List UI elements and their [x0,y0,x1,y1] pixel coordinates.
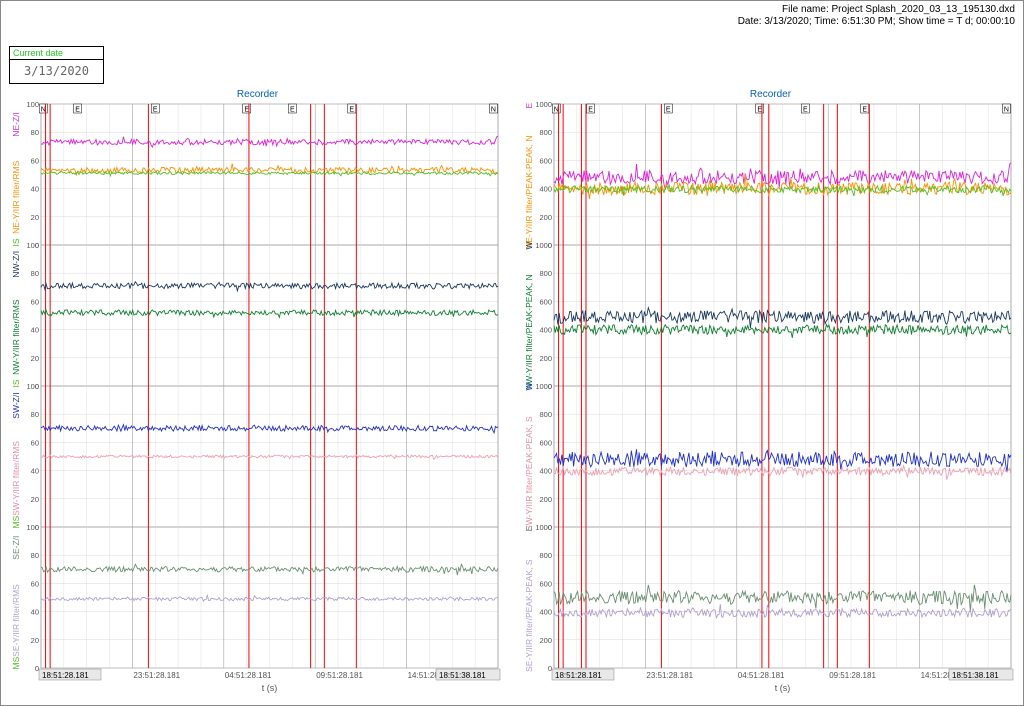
svg-text:N: N [1004,107,1009,114]
svg-text:E: E [290,107,295,114]
current-date-box: Current date 3/13/2020 [9,46,104,84]
svg-text:100: 100 [26,382,39,391]
current-date-value: 3/13/2020 [10,60,103,82]
svg-text:NW-Y/IIR filter/PEAK-PEAK, N: NW-Y/IIR filter/PEAK-PEAK, N [524,274,534,390]
svg-text:80: 80 [31,269,39,278]
svg-text:0: 0 [35,664,39,673]
svg-text:NW-Y/IIR filter/RMS: NW-Y/IIR filter/RMS [11,299,21,375]
svg-text:NE-Z/I: NE-Z/I [11,112,21,137]
svg-text:200: 200 [539,495,552,504]
svg-text:MS: MS [11,656,21,669]
svg-text:100: 100 [26,523,39,532]
svg-text:40: 40 [31,467,39,476]
svg-text:600: 600 [539,579,552,588]
svg-text:W: W [524,241,534,249]
svg-text:t (s): t (s) [262,683,278,693]
svg-text:200: 200 [539,213,552,222]
svg-text:18:51:38.181: 18:51:38.181 [952,671,999,680]
svg-text:20: 20 [31,354,39,363]
svg-text:E: E [349,107,354,114]
svg-text:E: E [75,107,80,114]
file-header: File name: Project Splash_2020_03_13_195… [738,4,1015,28]
svg-text:IS: IS [11,238,21,246]
svg-text:04:51:28.181: 04:51:28.181 [738,671,785,680]
svg-text:IS: IS [11,379,21,387]
chart-title-right: Recorder [524,89,1017,100]
svg-text:18:51:38.181: 18:51:38.181 [439,671,486,680]
svg-text:1000: 1000 [535,241,552,250]
chart-title-left: Recorder [11,89,504,100]
svg-text:600: 600 [539,156,552,165]
svg-text:23:51:28.181: 23:51:28.181 [646,671,693,680]
svg-text:800: 800 [539,128,552,137]
svg-text:E: E [588,107,593,114]
svg-text:20: 20 [31,213,39,222]
svg-text:E: E [666,107,671,114]
svg-text:1000: 1000 [535,102,552,109]
svg-text:SE-Z/I: SE-Z/I [11,536,21,560]
current-date-label: Current date [10,47,103,60]
svg-text:200: 200 [539,354,552,363]
file-name-line: File name: Project Splash_2020_03_13_195… [738,4,1015,16]
svg-text:NW-Z/I: NW-Z/I [11,251,21,278]
svg-text:100: 100 [26,241,39,250]
svg-text:60: 60 [31,297,39,306]
svg-text:18:51:28.181: 18:51:28.181 [555,671,602,680]
svg-text:E: E [862,107,867,114]
svg-text:W: W [524,382,534,390]
svg-text:800: 800 [539,269,552,278]
svg-text:200: 200 [539,636,552,645]
svg-text:80: 80 [31,551,39,560]
svg-text:60: 60 [31,156,39,165]
svg-text:60: 60 [31,579,39,588]
left-chart-svg[interactable]: IS NE-Y/IIR filter/RMS NE-Z/I IS NW-Y/IIR fi… [11,102,504,694]
svg-text:t (s): t (s) [775,683,791,693]
svg-text:40: 40 [31,185,39,194]
svg-text:80: 80 [31,410,39,419]
svg-text:60: 60 [31,438,39,447]
svg-text:600: 600 [539,297,552,306]
svg-text:23:51:28.181: 23:51:28.181 [133,671,180,680]
svg-text:100: 100 [26,102,39,109]
svg-text:18:51:28.181: 18:51:28.181 [42,671,89,680]
svg-text:SE-Y/IIR filter/PEAK-PEAK, S: SE-Y/IIR filter/PEAK-PEAK, S [524,559,534,672]
svg-text:MS: MS [11,515,21,528]
svg-text:N: N [554,107,559,114]
svg-text:1000: 1000 [535,523,552,532]
svg-text:1000: 1000 [535,382,552,391]
svg-text:40: 40 [31,326,39,335]
svg-text:NE-Y/IIR filter/PEAK-PEAK, N: NE-Y/IIR filter/PEAK-PEAK, N [524,136,534,249]
svg-text:04:51:28.181: 04:51:28.181 [225,671,272,680]
svg-text:20: 20 [31,636,39,645]
svg-text:E: E [524,526,534,532]
charts-container: Recorder ISNE-Y/IIR filter/RMSNE-Z/IISNW… [11,89,1017,695]
svg-text:0: 0 [548,664,552,673]
svg-text:80: 80 [31,128,39,137]
svg-text:800: 800 [539,551,552,560]
svg-text:N: N [41,107,46,114]
svg-text:20: 20 [31,495,39,504]
right-chart-svg[interactable]: NE-Y/IIR filter/PEAK-PEAK, N E NW-Y/IIR fi… [524,102,1017,694]
svg-text:400: 400 [539,185,552,194]
svg-text:E: E [803,107,808,114]
svg-text:40: 40 [31,608,39,617]
svg-text:SW-Y/IIR filter/RMS: SW-Y/IIR filter/RMS [11,441,21,516]
svg-text:400: 400 [539,608,552,617]
svg-text:400: 400 [539,467,552,476]
svg-text:E: E [524,103,534,109]
svg-text:E: E [153,107,158,114]
right-chart[interactable]: Recorder NE-Y/IIR filter/PEAK-PEAK, NENW… [524,89,1017,695]
svg-text:SW-Y/IIR filter/PEAK-PEAK, S: SW-Y/IIR filter/PEAK-PEAK, S [524,416,534,531]
svg-text:N: N [491,107,496,114]
left-chart[interactable]: Recorder IS NE-Y/IIR filter/RMS NE-Z/I IS NW… [11,89,504,695]
svg-text:SW-Z/I: SW-Z/I [11,392,21,418]
date-time-line: Date: 3/13/2020; Time: 6:51:30 PM; Show … [738,16,1015,28]
svg-text:09:51:28.181: 09:51:28.181 [829,671,876,680]
svg-text:400: 400 [539,326,552,335]
svg-text:600: 600 [539,438,552,447]
svg-text:09:51:28.181: 09:51:28.181 [316,671,363,680]
svg-text:NE-Y/IIR filter/RMS: NE-Y/IIR filter/RMS [11,160,21,234]
svg-text:800: 800 [539,410,552,419]
svg-text:SE-Y/IIR filter/RMS: SE-Y/IIR filter/RMS [11,584,21,657]
